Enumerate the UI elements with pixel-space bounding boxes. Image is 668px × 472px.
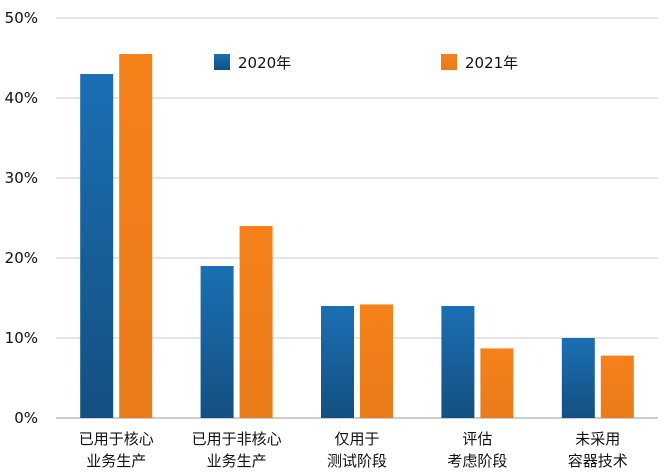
legend-label: 2021年 bbox=[465, 54, 518, 72]
x-category-label: 已用于非核心 bbox=[192, 430, 282, 448]
x-category-label: 业务生产 bbox=[207, 452, 267, 470]
x-category-label: 未采用 bbox=[575, 430, 620, 448]
x-category-label: 已用于核心 bbox=[79, 430, 154, 448]
bar-series1 bbox=[200, 266, 234, 418]
bar-series2 bbox=[360, 304, 393, 418]
y-tick-label: 50% bbox=[5, 9, 38, 27]
y-tick-label: 30% bbox=[5, 169, 38, 187]
y-tick-label: 40% bbox=[5, 89, 38, 107]
x-category-label: 仅用于 bbox=[334, 430, 379, 448]
bar-series1 bbox=[321, 306, 354, 418]
x-category-label: 评估 bbox=[462, 430, 492, 448]
y-tick-label: 10% bbox=[5, 329, 38, 347]
legend-swatch bbox=[214, 54, 230, 70]
x-category-label: 测试阶段 bbox=[327, 452, 387, 470]
x-category-label: 考虑阶段 bbox=[447, 452, 507, 470]
legend: 2020年 2021年 bbox=[214, 54, 518, 72]
legend-swatch bbox=[441, 54, 457, 70]
bars bbox=[80, 54, 634, 418]
bar-series2 bbox=[239, 226, 273, 418]
x-category-label: 容器技术 bbox=[568, 452, 628, 470]
bar-series2 bbox=[480, 348, 514, 418]
bar-series1 bbox=[561, 338, 595, 418]
bar-series1 bbox=[441, 306, 475, 418]
x-category-label: 业务生产 bbox=[86, 452, 146, 470]
bar-series2 bbox=[600, 355, 634, 418]
bar-series1 bbox=[80, 74, 114, 418]
bar-series2 bbox=[119, 54, 153, 418]
y-tick-label: 0% bbox=[14, 409, 38, 427]
y-tick-label: 20% bbox=[5, 249, 38, 267]
y-axis-tick-labels: 0% 10% 20% 30% 40% 50% bbox=[5, 9, 38, 427]
gridlines bbox=[56, 17, 658, 419]
legend-label: 2020年 bbox=[238, 54, 291, 72]
